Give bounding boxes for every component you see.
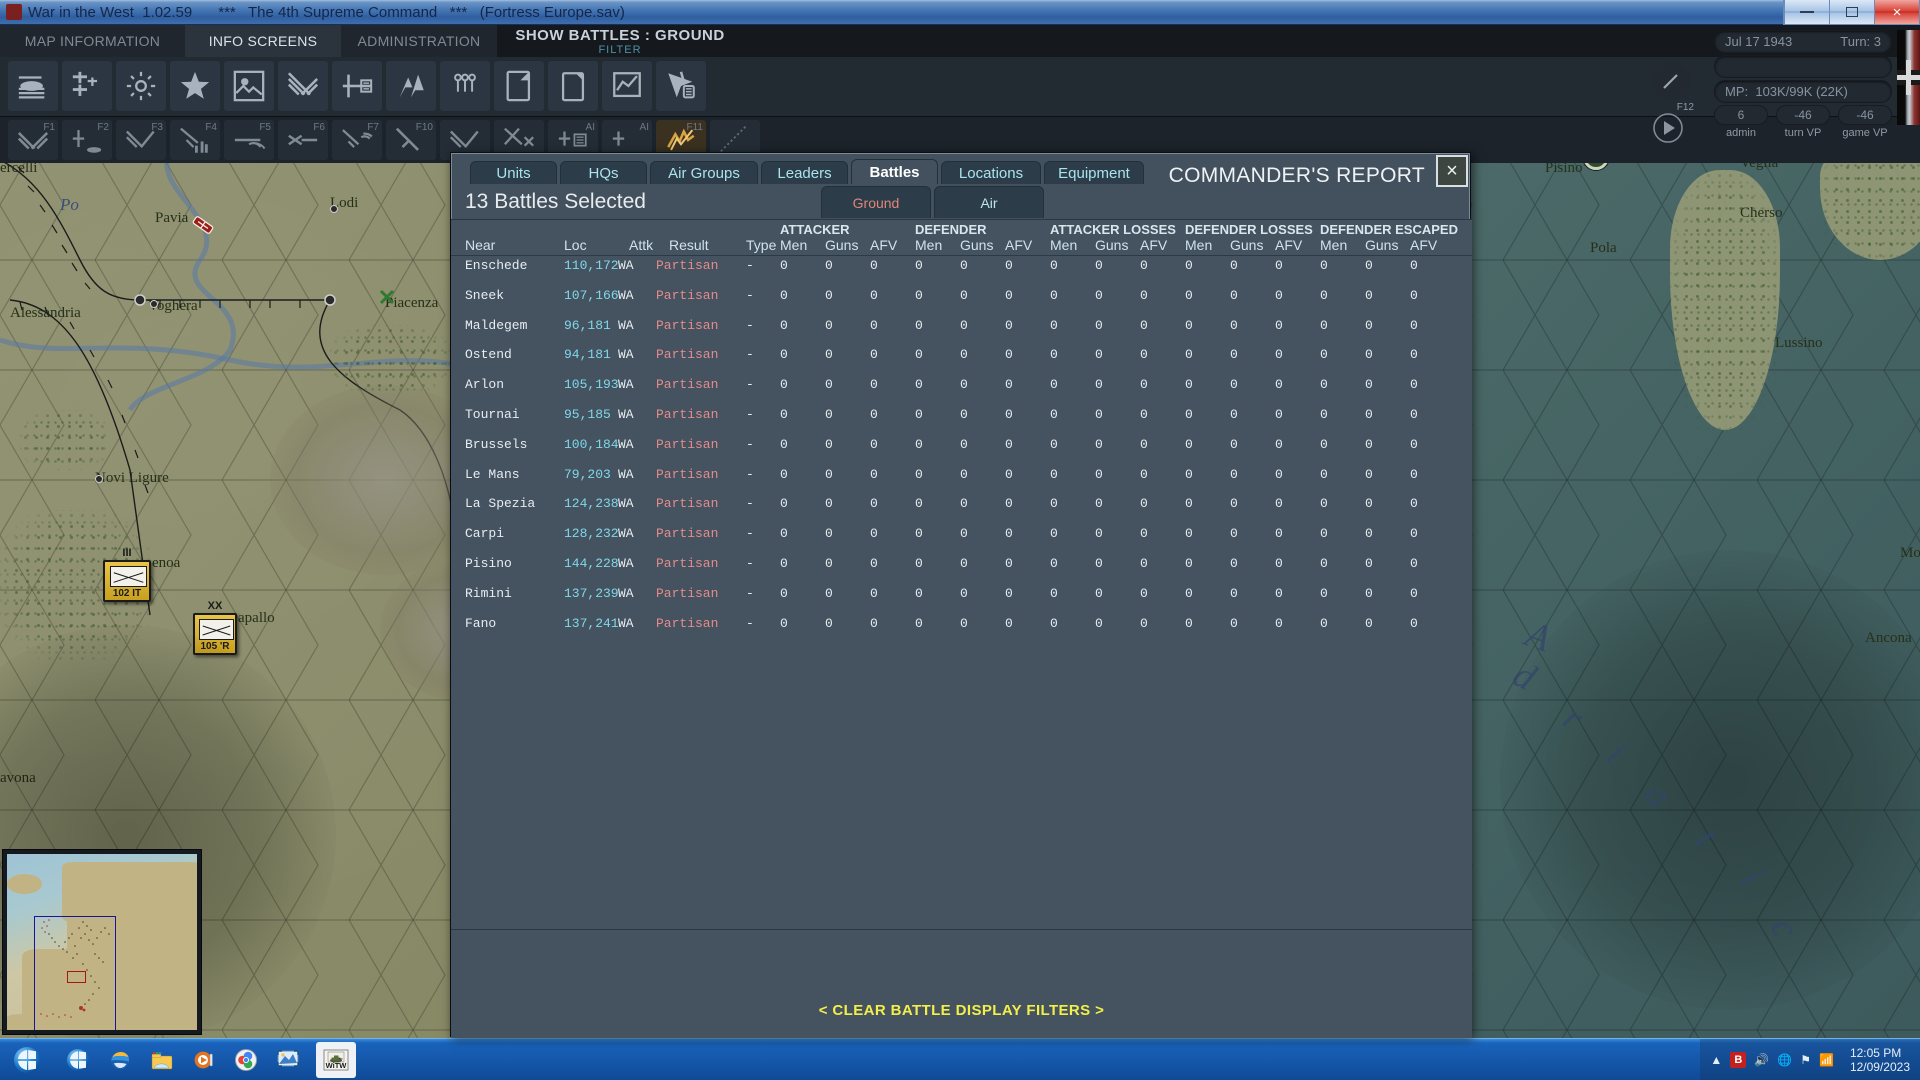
svg-text:WiTW: WiTW xyxy=(326,1061,348,1070)
